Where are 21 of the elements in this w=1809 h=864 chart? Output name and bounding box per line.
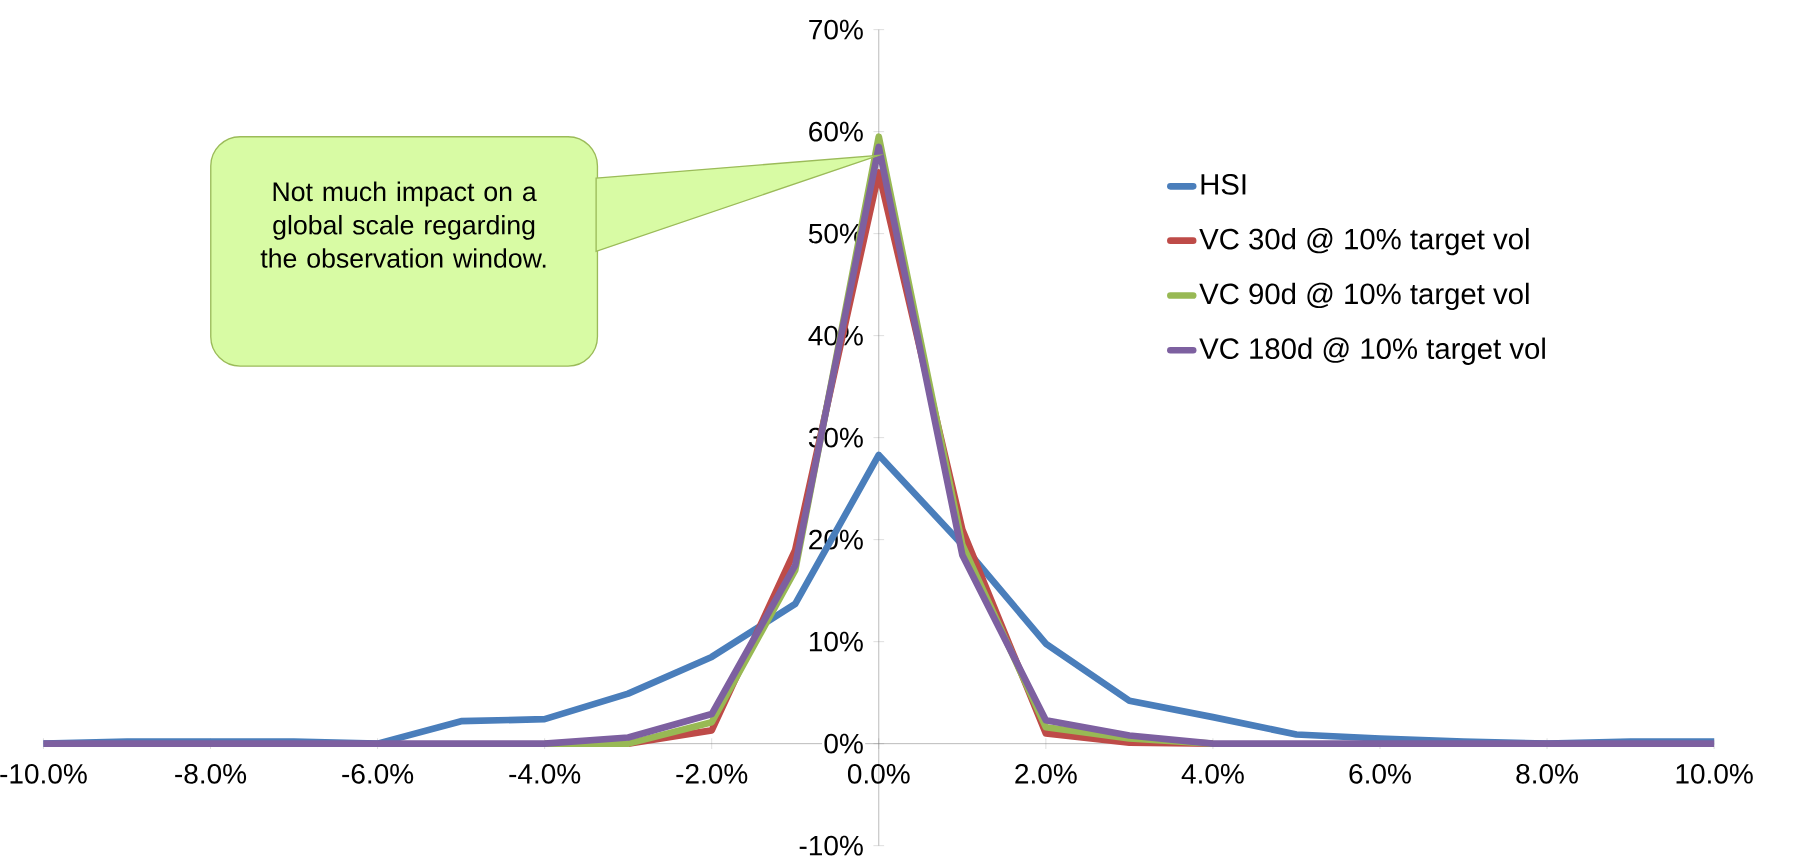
annotation: Not much impact on a global scale regarding the observation window. bbox=[260, 181, 546, 268]
x-tick-label: 0.0% bbox=[847, 763, 910, 784]
x-tick-label: 8.0% bbox=[1516, 763, 1578, 784]
x-tick-label: -8.0% bbox=[175, 763, 247, 784]
x-tick-label: 6.0% bbox=[1349, 763, 1411, 784]
y-tick-label: 70% bbox=[809, 19, 863, 40]
legend-label: VC 180d @ 10% target vol bbox=[1199, 337, 1545, 365]
legend-label: HSI bbox=[1201, 173, 1246, 195]
x-tick-label: -6.0% bbox=[342, 763, 414, 784]
y-tick-label: 60% bbox=[809, 121, 863, 142]
x-tick-label: -4.0% bbox=[509, 763, 581, 784]
legend-label: VC 30d @ 10% target vol bbox=[1199, 227, 1529, 256]
y-tick-label: -10% bbox=[799, 835, 863, 856]
y-tick-label: 0% bbox=[824, 733, 863, 754]
x-tick-label: 10.0% bbox=[1676, 763, 1753, 784]
x-tick-label: 4.0% bbox=[1181, 763, 1244, 784]
x-tick-label: -2.0% bbox=[676, 763, 748, 784]
y-tick-label: 10% bbox=[809, 631, 863, 652]
x-tick-label: -10.0% bbox=[0, 763, 87, 784]
legend-label: VC 90d @ 10% target vol bbox=[1199, 282, 1529, 311]
x-tick-label: 2.0% bbox=[1015, 763, 1077, 784]
